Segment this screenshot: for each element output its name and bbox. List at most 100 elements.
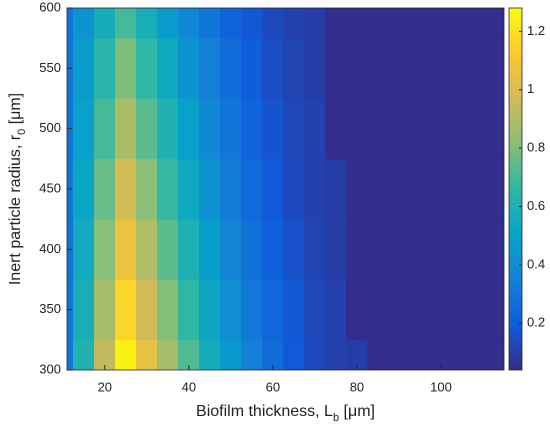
- x-tick-label: 20: [98, 379, 112, 394]
- field-cell: [73, 98, 95, 160]
- y-tick-label: 300: [39, 361, 61, 376]
- field-cell: [346, 279, 368, 341]
- field-cell: [94, 279, 116, 341]
- field-cell: [136, 98, 158, 160]
- field-cell: [73, 279, 95, 341]
- field-cell: [157, 218, 179, 280]
- colorbar: [508, 7, 523, 371]
- field-cell: [220, 98, 242, 160]
- field-cell: [178, 98, 200, 160]
- field-cell: [325, 98, 347, 160]
- field-cell: [325, 8, 347, 39]
- y-tick-label: 450: [39, 180, 61, 195]
- field-cell: [451, 8, 473, 39]
- field-cell: [367, 98, 389, 160]
- field-cell: [409, 98, 431, 160]
- field-cell: [472, 158, 494, 220]
- field-cell: [409, 37, 431, 99]
- field-cell: [115, 158, 137, 220]
- field-cell: [346, 98, 368, 160]
- colorbar-tick-label: 0.4: [527, 256, 545, 271]
- field-cell: [262, 8, 284, 39]
- xlabel-part: [μm]: [339, 403, 375, 420]
- field-cell: [388, 8, 410, 39]
- field-cell: [178, 218, 200, 280]
- field-cell: [67, 339, 74, 370]
- field-cell: [325, 279, 347, 341]
- field-cell: [115, 218, 137, 280]
- field-cell: [262, 37, 284, 99]
- field-cell: [262, 158, 284, 220]
- field-cell: [430, 8, 452, 39]
- field-cell: [241, 8, 263, 39]
- field-cell: [241, 279, 263, 341]
- colorbar-tick-label: 0.6: [527, 198, 545, 213]
- field-cell: [472, 8, 494, 39]
- field-cell: [262, 218, 284, 280]
- field-cell: [178, 158, 200, 220]
- field-cell: [157, 98, 179, 160]
- field-cell: [346, 37, 368, 99]
- field-cell: [241, 37, 263, 99]
- field-cell: [241, 98, 263, 160]
- field-cell: [346, 218, 368, 280]
- field-cell: [283, 218, 305, 280]
- field-cell: [283, 8, 305, 39]
- field-cell: [472, 37, 494, 99]
- ylabel-axis-label: Inert particle radius, r0 [μm]: [7, 93, 28, 285]
- contour-field: [67, 8, 504, 370]
- field-cell: [73, 218, 95, 280]
- field-cell: [409, 158, 431, 220]
- field-cell: [67, 8, 74, 39]
- field-cell: [430, 158, 452, 220]
- ylabel-part: Inert particle radius, r: [7, 134, 24, 285]
- field-cell: [73, 158, 95, 220]
- field-cell: [136, 8, 158, 39]
- field-cell: [304, 218, 326, 280]
- field-cell: [430, 279, 452, 341]
- field-cell: [367, 37, 389, 99]
- field-cell: [136, 279, 158, 341]
- y-tick-label: 400: [39, 241, 61, 256]
- ylabel-part: 0: [16, 129, 28, 135]
- field-cell: [178, 279, 200, 341]
- field-cell: [325, 218, 347, 280]
- field-cell: [241, 218, 263, 280]
- field-cell: [115, 279, 137, 341]
- xlabel-axis-label: Biofilm thickness, Lb [μm]: [196, 403, 375, 424]
- field-cell: [136, 37, 158, 99]
- field-cell: [388, 279, 410, 341]
- field-cell: [178, 8, 200, 39]
- field-cell: [472, 279, 494, 341]
- field-cell: [304, 158, 326, 220]
- colorbar-tick-label: 1.2: [527, 23, 545, 38]
- field-cell: [94, 158, 116, 220]
- field-cell: [157, 158, 179, 220]
- field-cell: [199, 98, 221, 160]
- xlabel-part: b: [333, 412, 339, 424]
- x-tick-label: 40: [182, 379, 196, 394]
- field-cell: [430, 37, 452, 99]
- field-cell: [199, 218, 221, 280]
- x-tick-label: 60: [266, 379, 280, 394]
- field-cell: [157, 8, 179, 39]
- field-cell: [199, 279, 221, 341]
- field-cell: [283, 279, 305, 341]
- field-cell: [304, 279, 326, 341]
- field-cell: [73, 8, 95, 39]
- field-cell: [220, 8, 242, 39]
- field-cell: [199, 158, 221, 220]
- field-cell: [451, 158, 473, 220]
- field-cell: [367, 218, 389, 280]
- y-tick-label: 350: [39, 301, 61, 316]
- field-cell: [73, 37, 95, 99]
- field-cell: [220, 37, 242, 99]
- field-cell: [304, 37, 326, 99]
- field-cell: [157, 37, 179, 99]
- field-cell: [409, 279, 431, 341]
- y-tick-label: 500: [39, 120, 61, 135]
- colorbar-tick-label: 0.2: [527, 315, 545, 330]
- y-tick-label: 550: [39, 60, 61, 75]
- field-cell: [346, 8, 368, 39]
- field-cell: [388, 158, 410, 220]
